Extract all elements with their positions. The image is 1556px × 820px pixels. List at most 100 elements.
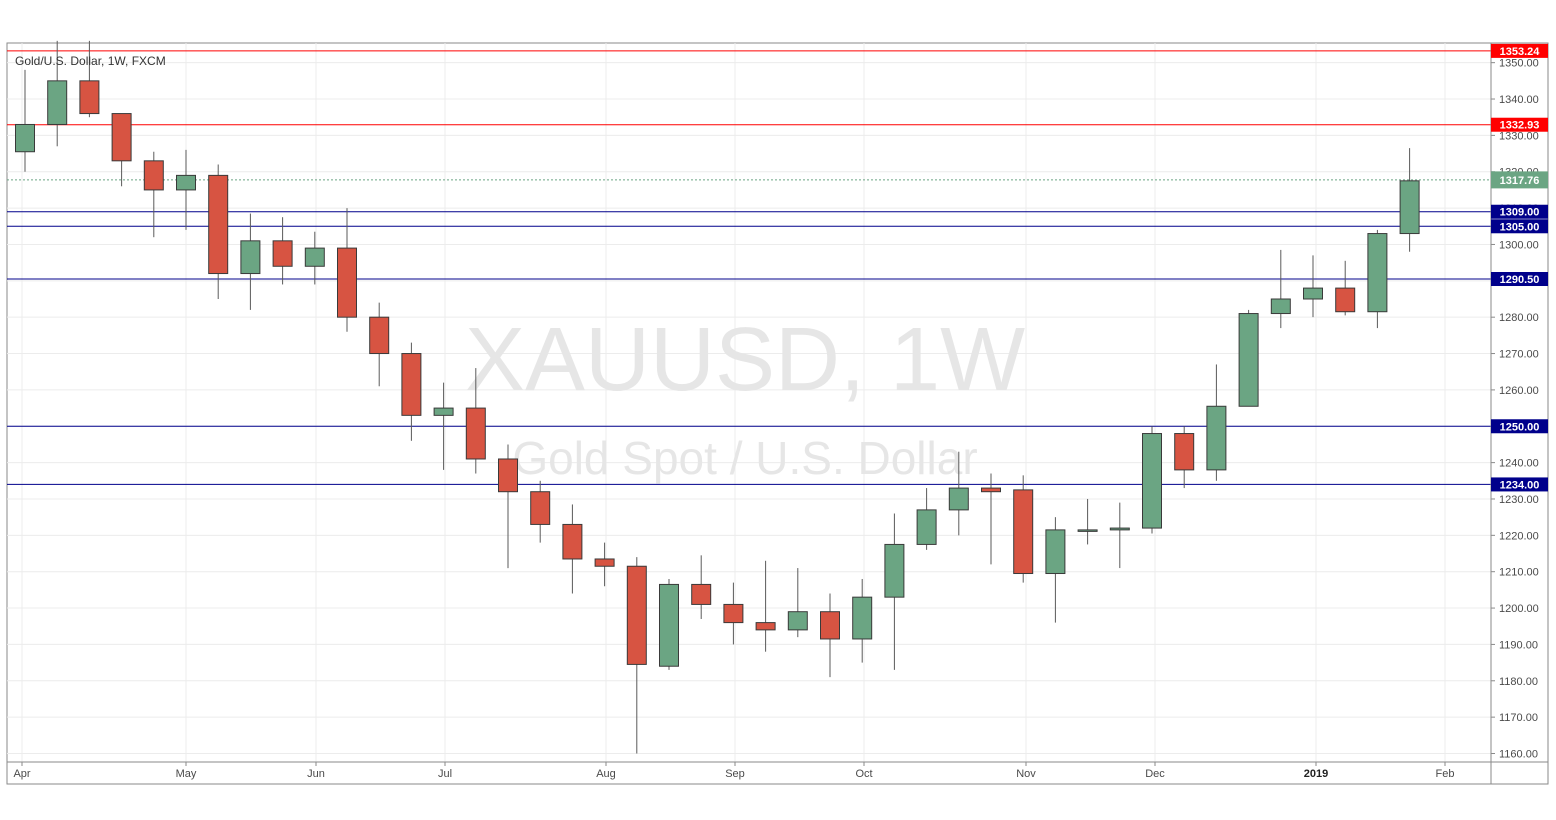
candle[interactable] xyxy=(1270,249,1291,329)
candle-body xyxy=(852,596,873,640)
candle[interactable] xyxy=(498,444,518,569)
candle[interactable] xyxy=(1399,148,1420,252)
candle[interactable] xyxy=(659,578,679,670)
candle[interactable] xyxy=(47,40,68,147)
candle[interactable] xyxy=(15,69,35,172)
candle[interactable] xyxy=(79,40,100,118)
time-tick-label: Jul xyxy=(438,768,452,780)
candle-body xyxy=(723,603,744,624)
price-tick-label: 1220.00 xyxy=(1499,530,1539,542)
candle[interactable] xyxy=(594,542,615,587)
candle[interactable] xyxy=(1206,364,1227,481)
candle-body xyxy=(304,247,325,267)
candle[interactable] xyxy=(820,593,840,678)
candle[interactable] xyxy=(1077,498,1098,545)
level-tag-label: 1305.00 xyxy=(1500,221,1540,233)
candle-body xyxy=(1367,233,1388,313)
candle-body xyxy=(787,611,808,631)
candle-body xyxy=(401,353,422,416)
price-tick-label: 1340.00 xyxy=(1499,94,1539,106)
support-level-tag xyxy=(1491,272,1548,287)
candle[interactable] xyxy=(143,151,164,238)
support-level-tag xyxy=(1491,204,1548,219)
candle-body xyxy=(111,113,132,162)
price-tick-label: 1190.00 xyxy=(1499,639,1538,651)
candle-body xyxy=(948,487,969,511)
candle[interactable] xyxy=(1142,426,1162,534)
candle-body xyxy=(1335,287,1356,313)
price-tick-label: 1180.00 xyxy=(1499,676,1538,688)
candle[interactable] xyxy=(369,302,390,387)
candle-body xyxy=(1303,287,1323,300)
candle[interactable] xyxy=(852,578,873,663)
candle[interactable] xyxy=(755,560,776,652)
candle[interactable] xyxy=(1238,309,1259,407)
candle-body xyxy=(1270,298,1291,315)
watermark: XAUUSD, 1W Gold Spot / U.S. Dollar xyxy=(465,310,1025,484)
candle-body xyxy=(691,583,712,605)
candle[interactable] xyxy=(884,513,905,670)
candle[interactable] xyxy=(304,231,325,285)
candle[interactable] xyxy=(1013,475,1034,583)
price-level-tags: 1353.24 1332.93 1317.76 1309.00 1305.00 1290.… xyxy=(1491,43,1548,492)
candle-body xyxy=(1013,489,1034,575)
candle-body xyxy=(1077,529,1098,532)
price-tick-label: 1280.00 xyxy=(1499,312,1539,324)
price-tick-label: 1160.00 xyxy=(1499,749,1538,761)
candle-body xyxy=(594,558,615,567)
candle[interactable] xyxy=(111,113,132,187)
candle[interactable] xyxy=(723,582,744,645)
candle[interactable] xyxy=(176,149,196,230)
candle[interactable] xyxy=(337,208,357,332)
candle-body xyxy=(1399,180,1420,235)
candle[interactable] xyxy=(916,488,937,550)
time-tick-label: Oct xyxy=(855,768,872,780)
current-level-tag xyxy=(1491,171,1548,189)
candle[interactable] xyxy=(240,213,261,310)
gridlines xyxy=(7,43,1491,762)
candle[interactable] xyxy=(465,368,486,474)
candle[interactable] xyxy=(981,473,1001,565)
candle[interactable] xyxy=(272,217,293,285)
candle[interactable] xyxy=(1335,260,1356,316)
candle[interactable] xyxy=(530,480,551,543)
candle-body xyxy=(176,174,196,191)
chart-title: Gold/U.S. Dollar, 1W, FXCM xyxy=(15,54,166,68)
candle-body xyxy=(626,565,647,665)
time-tick-label: Dec xyxy=(1145,768,1165,780)
level-tag-label: 1353.24 xyxy=(1500,46,1541,58)
price-tick-label: 1210.00 xyxy=(1499,567,1539,579)
time-axis[interactable]: Apr May Jun Jul Aug Sep Oct Nov Dec 2019 Feb xyxy=(13,762,1454,780)
candle-body xyxy=(433,407,454,416)
candle-body xyxy=(530,491,551,525)
candle[interactable] xyxy=(1109,502,1130,569)
candle[interactable] xyxy=(1303,255,1323,318)
time-tick-label: May xyxy=(176,768,197,780)
candle[interactable] xyxy=(691,555,712,619)
candle[interactable] xyxy=(948,451,969,536)
time-tick-label: Nov xyxy=(1016,768,1036,780)
candle-body xyxy=(562,523,583,560)
candle[interactable] xyxy=(208,164,229,299)
time-tick-label: Jun xyxy=(307,768,325,780)
candle-body xyxy=(337,247,357,318)
candle[interactable] xyxy=(562,504,583,594)
candle[interactable] xyxy=(401,342,422,441)
candle[interactable] xyxy=(787,568,808,638)
candle[interactable] xyxy=(626,557,647,754)
candle-body xyxy=(916,509,937,545)
candle[interactable] xyxy=(1174,426,1195,489)
candle[interactable] xyxy=(433,382,454,470)
candle-body xyxy=(1238,313,1259,407)
candle-body xyxy=(143,160,164,191)
candle[interactable] xyxy=(1367,229,1388,329)
candle-body xyxy=(820,611,840,640)
level-tag-label: 1309.00 xyxy=(1500,207,1540,219)
horizontal-levels xyxy=(7,50,1491,485)
watermark-description: Gold Spot / U.S. Dollar xyxy=(512,432,977,484)
price-tick-label: 1170.00 xyxy=(1499,712,1538,724)
time-tick-label: 2019 xyxy=(1304,768,1328,780)
price-tick-label: 1260.00 xyxy=(1499,385,1539,397)
candle[interactable] xyxy=(1045,517,1066,623)
